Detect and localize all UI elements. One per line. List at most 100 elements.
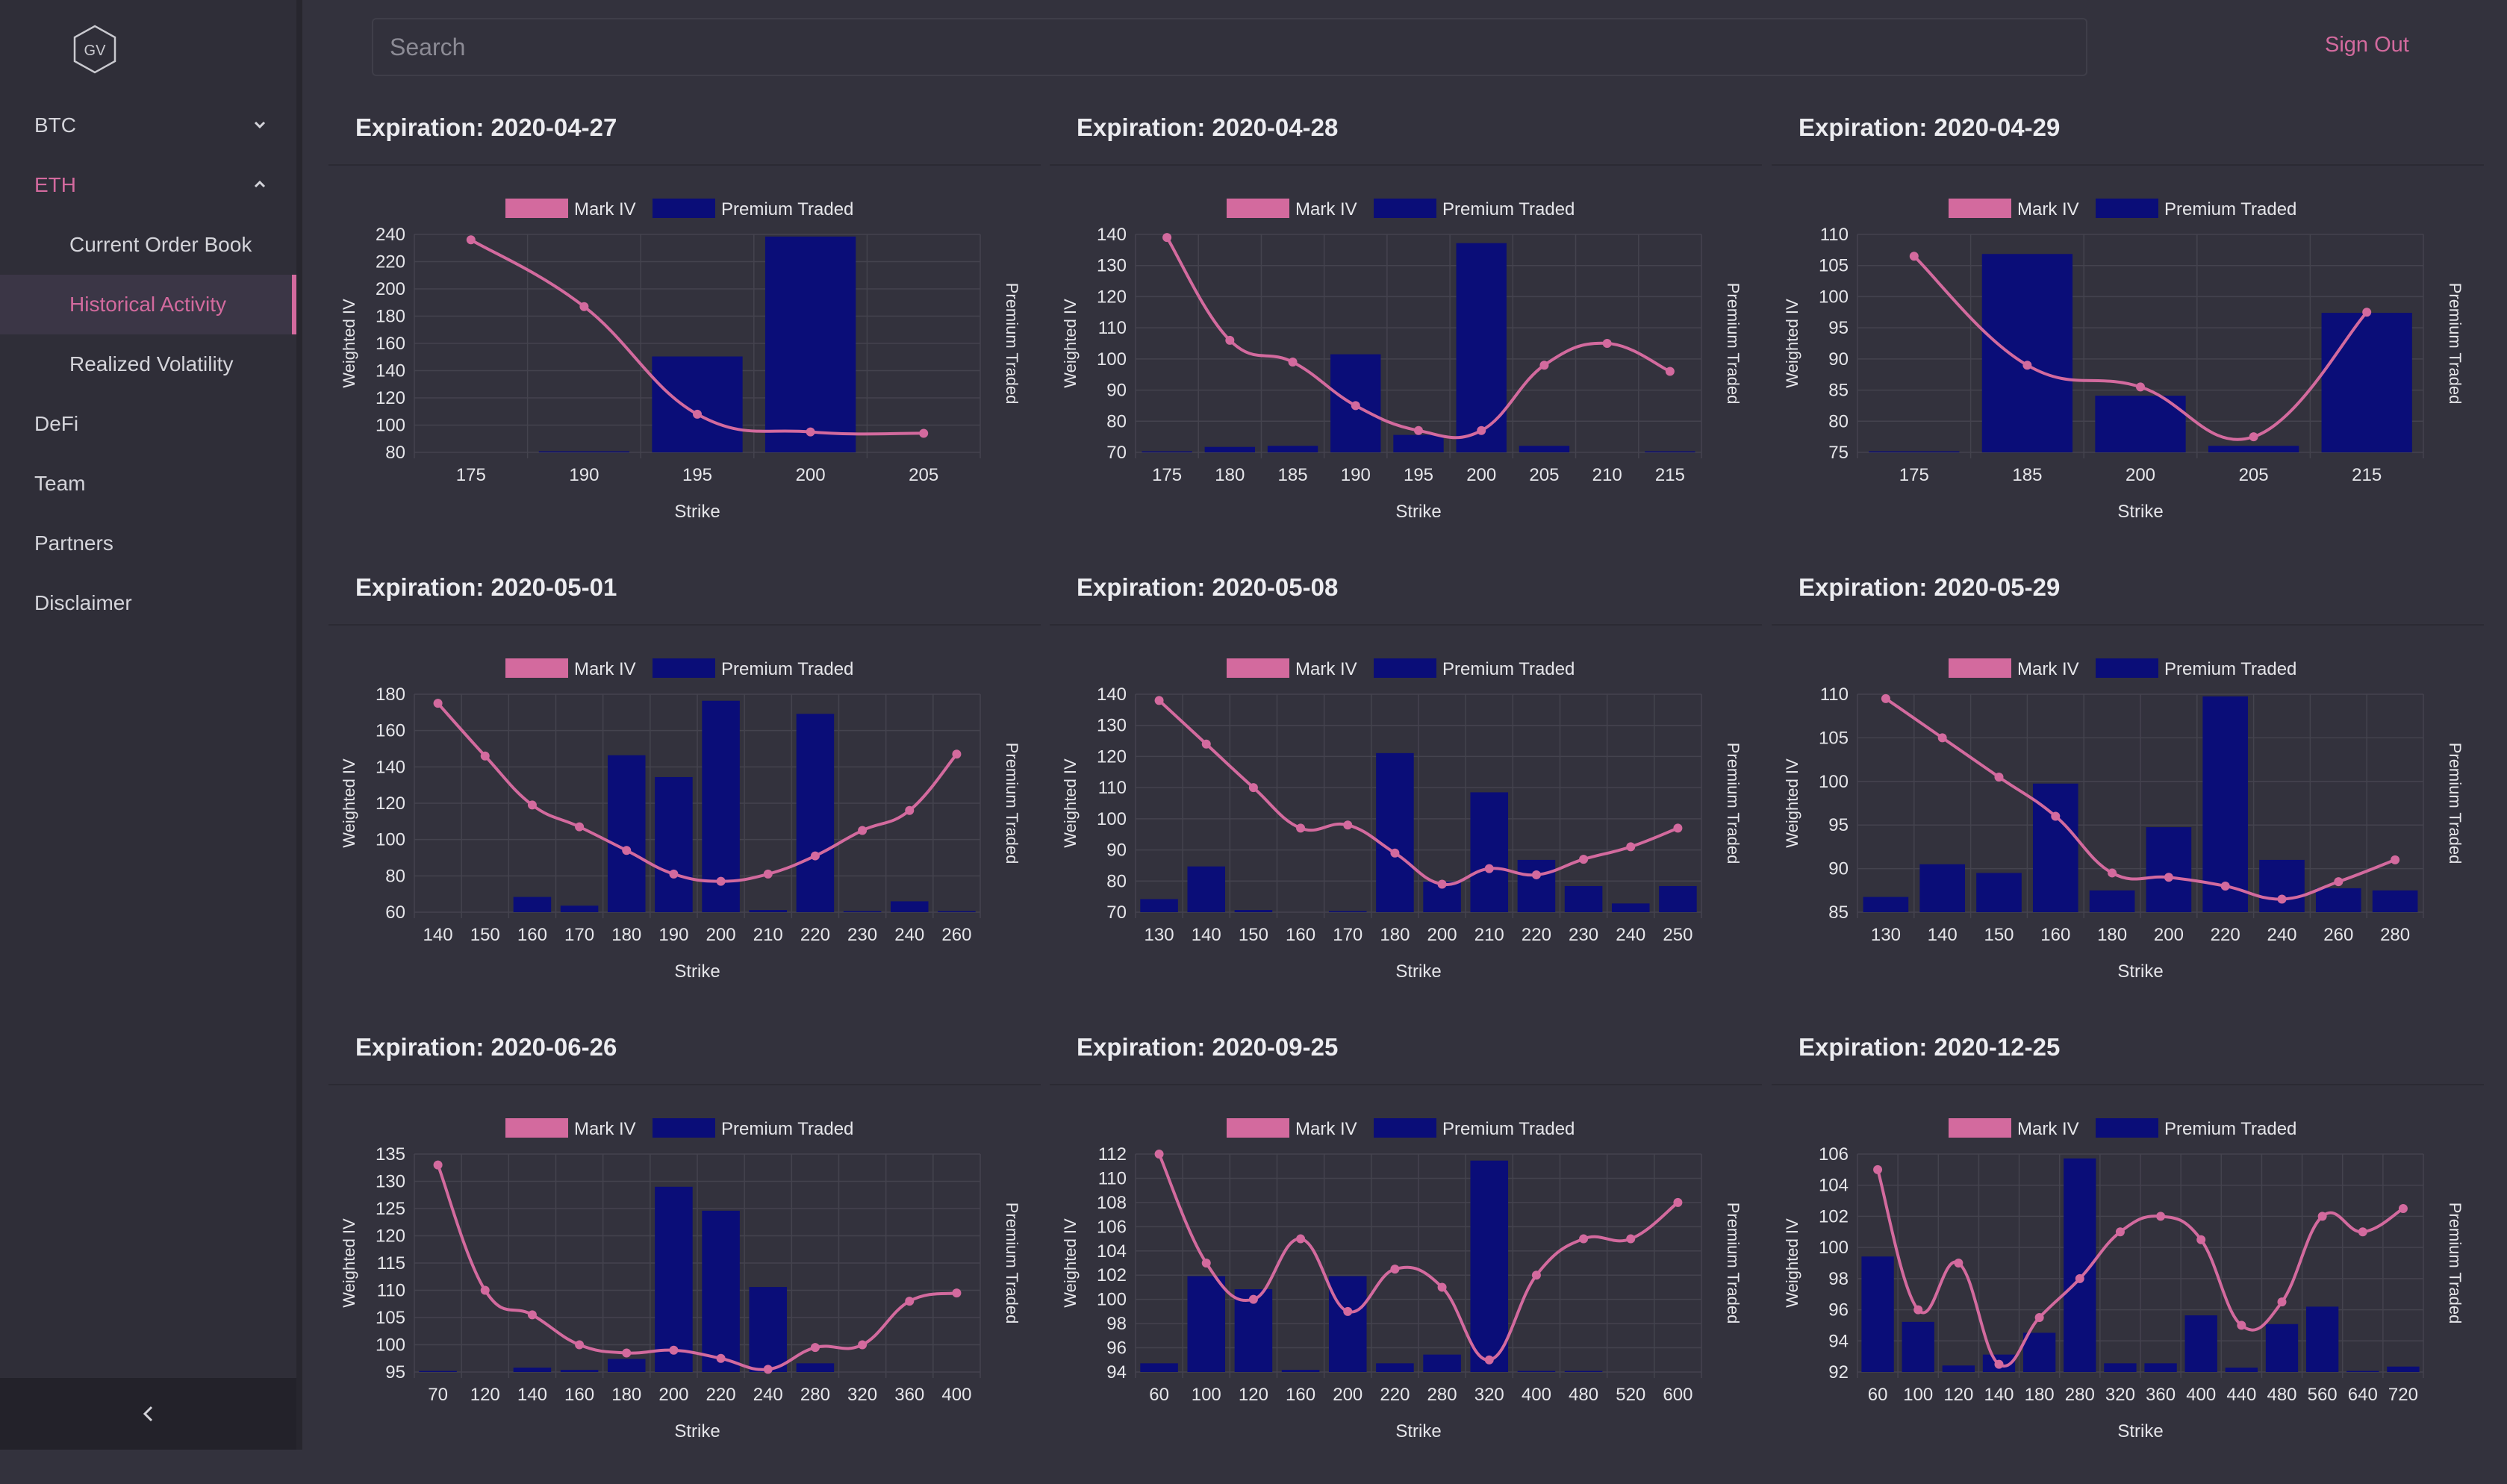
y-tick-label: 95 bbox=[1828, 318, 1849, 338]
x-tick-label: 150 bbox=[1984, 925, 2014, 945]
y-tick-label: 180 bbox=[376, 307, 405, 327]
sidebar-item-defi[interactable]: DeFi bbox=[0, 394, 296, 454]
mark-iv-point bbox=[764, 870, 773, 879]
y-tick-label: 85 bbox=[1828, 902, 1849, 923]
y-axis-label: Weighted IV bbox=[1783, 299, 1801, 388]
sidebar-item-label: Realized Volatility bbox=[69, 352, 233, 376]
y-axis-label: Weighted IV bbox=[1061, 299, 1080, 388]
mark-iv-point bbox=[1873, 1165, 1882, 1174]
y-tick-label: 100 bbox=[1819, 772, 1849, 792]
y-axis-label: Weighted IV bbox=[1061, 758, 1080, 848]
x-tick-label: 560 bbox=[2308, 1385, 2338, 1405]
mark-iv-point bbox=[2249, 432, 2258, 441]
premium-traded-bar bbox=[2146, 827, 2192, 912]
chart: Mark IV Premium Traded 75 80 85 90 95 100 105 110… bbox=[1763, 105, 2484, 564]
y-tick-label: 80 bbox=[385, 866, 405, 886]
sidebar-item-historical-activity[interactable]: Historical Activity bbox=[0, 275, 296, 334]
legend-swatch-premium-traded bbox=[2096, 1118, 2158, 1138]
sidebar-item-current-order-book[interactable]: Current Order Book bbox=[0, 215, 296, 275]
mark-iv-point bbox=[1351, 401, 1360, 410]
mark-iv-point bbox=[1390, 1265, 1399, 1273]
y-tick-label: 130 bbox=[1097, 716, 1127, 736]
mark-iv-point bbox=[2196, 1235, 2205, 1244]
x-axis-label: Strike bbox=[2117, 1421, 2163, 1441]
mark-iv-point bbox=[2399, 1204, 2408, 1213]
sidebar-item-disclaimer[interactable]: Disclaimer bbox=[0, 573, 296, 633]
legend-label-mark-iv: Mark IV bbox=[574, 659, 636, 679]
premium-traded-bar bbox=[1187, 867, 1225, 912]
y-tick-label: 105 bbox=[1819, 256, 1849, 276]
mark-iv-point bbox=[622, 846, 631, 855]
y-tick-label: 70 bbox=[1106, 443, 1127, 463]
legend-label-mark-iv: Mark IV bbox=[2017, 659, 2079, 679]
sidebar-item-partners[interactable]: Partners bbox=[0, 514, 296, 573]
chart-grid bbox=[414, 1154, 980, 1378]
y-tick-label: 140 bbox=[1097, 685, 1127, 705]
legend-swatch-premium-traded bbox=[653, 199, 715, 218]
sidebar-item-realized-volatility[interactable]: Realized Volatility bbox=[0, 334, 296, 394]
x-tick-label: 180 bbox=[1215, 465, 1245, 485]
x-tick-label: 480 bbox=[1569, 1385, 1598, 1405]
y-tick-label: 110 bbox=[1820, 685, 1849, 705]
premium-traded-bar bbox=[1140, 1363, 1178, 1372]
mark-iv-point bbox=[434, 699, 443, 708]
sidebar-item-btc[interactable]: BTC bbox=[0, 96, 296, 155]
premium-traded-bar bbox=[1235, 910, 1273, 912]
mark-iv-point bbox=[1995, 773, 2004, 782]
x-tick-label: 520 bbox=[1616, 1385, 1645, 1405]
x-tick-label: 220 bbox=[1380, 1385, 1410, 1405]
x-tick-label: 180 bbox=[611, 1385, 641, 1405]
mark-iv-point bbox=[1485, 864, 1494, 873]
mark-iv-point bbox=[1249, 783, 1258, 792]
legend-label-premium-traded: Premium Traded bbox=[2164, 659, 2296, 679]
legend-swatch-mark-iv bbox=[505, 1118, 568, 1138]
legend-swatch-premium-traded bbox=[1374, 199, 1436, 218]
premium-traded-bar bbox=[655, 1187, 693, 1372]
y-tick-label: 75 bbox=[1828, 443, 1849, 463]
sign-out-link[interactable]: Sign Out bbox=[2325, 33, 2409, 57]
x-tick-label: 200 bbox=[2126, 465, 2155, 485]
chart-legend: Mark IV Premium Traded bbox=[1227, 658, 1575, 679]
x-tick-label: 160 bbox=[1286, 925, 1315, 945]
mark-iv-point bbox=[1438, 1282, 1447, 1291]
chart-grid bbox=[1136, 234, 1701, 458]
logo[interactable]: GV bbox=[72, 24, 118, 75]
x-tick-label: 185 bbox=[1278, 465, 1308, 485]
premium-traded-bar bbox=[2346, 1371, 2379, 1372]
sidebar-item-label: Historical Activity bbox=[69, 293, 226, 317]
x-tick-label: 720 bbox=[2388, 1385, 2418, 1405]
legend-swatch-mark-iv bbox=[1227, 658, 1289, 678]
legend-label-mark-iv: Mark IV bbox=[2017, 199, 2079, 219]
mark-iv-point bbox=[2278, 894, 2287, 903]
legend-swatch-mark-iv bbox=[1949, 1118, 2011, 1138]
y-tick-label: 100 bbox=[1819, 287, 1849, 307]
y-tick-label: 100 bbox=[376, 416, 405, 436]
sidebar-item-team[interactable]: Team bbox=[0, 454, 296, 514]
x-tick-label: 230 bbox=[847, 925, 877, 945]
chart: Mark IV Premium Traded9510010511011512012… bbox=[320, 1024, 1041, 1450]
mark-iv-point bbox=[669, 870, 678, 879]
premium-traded-bar bbox=[2104, 1363, 2136, 1372]
y-axis-label: Weighted IV bbox=[340, 1218, 358, 1308]
x-tick-label: 205 bbox=[909, 465, 938, 485]
mark-iv-point bbox=[1414, 426, 1423, 435]
y-tick-label: 90 bbox=[1828, 349, 1849, 370]
legend-swatch-mark-iv bbox=[1949, 199, 2011, 218]
premium-traded-bar bbox=[1565, 886, 1603, 912]
chart: Mark IV Premium Traded859095100105110130 1… bbox=[1763, 564, 2484, 1024]
x-tick-label: 195 bbox=[682, 465, 712, 485]
legend-label-mark-iv: Mark IV bbox=[1295, 1119, 1357, 1139]
x-tick-label: 140 bbox=[1928, 925, 1958, 945]
sidebar-item-eth[interactable]: ETH bbox=[0, 155, 296, 215]
mark-iv-point bbox=[2164, 873, 2173, 882]
sidebar-collapse-button[interactable] bbox=[0, 1378, 296, 1450]
x-tick-label: 210 bbox=[753, 925, 783, 945]
mark-iv-point bbox=[528, 800, 537, 809]
x-tick-label: 600 bbox=[1663, 1385, 1692, 1405]
search-input[interactable] bbox=[372, 18, 2087, 76]
legend-swatch-mark-iv bbox=[505, 658, 568, 678]
legend-label-premium-traded: Premium Traded bbox=[1442, 1119, 1575, 1139]
mark-iv-point bbox=[2334, 877, 2343, 886]
chart: Mark IV Premium Traded7080901001101201301… bbox=[1041, 564, 1762, 1024]
premium-traded-bar bbox=[1982, 254, 2072, 452]
